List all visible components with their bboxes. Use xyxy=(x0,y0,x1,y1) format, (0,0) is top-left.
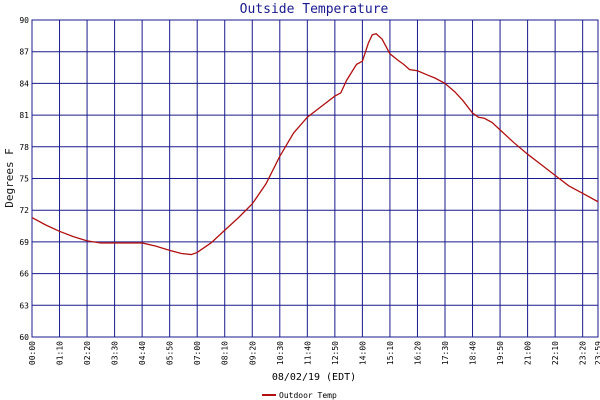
y-tick-label: 81 xyxy=(19,111,29,120)
y-tick-labels: 60 63 66 69 72 75 78 81 84 87 90 xyxy=(19,16,29,342)
x-tick-label: 23:20 xyxy=(579,341,588,365)
x-tick-label: 23:59 xyxy=(594,341,600,365)
y-tick-label: 75 xyxy=(19,175,29,184)
x-tick-label: 11:40 xyxy=(303,341,312,365)
x-tick-label: 21:00 xyxy=(524,341,533,365)
legend: Outdoor Temp xyxy=(262,391,337,400)
y-tick-label: 72 xyxy=(19,206,29,215)
y-tick-label: 66 xyxy=(19,270,29,279)
y-tick-label: 84 xyxy=(19,79,29,88)
x-tick-label: 12:50 xyxy=(331,341,340,365)
y-tick-label: 60 xyxy=(19,333,29,342)
x-axis-label: 08/02/19 (EDT) xyxy=(272,372,356,383)
x-tick-label: 22:10 xyxy=(551,341,560,365)
x-tick-label: 15:10 xyxy=(386,341,395,365)
x-tick-label: 01:10 xyxy=(56,341,65,365)
y-axis-label: Degrees F xyxy=(3,148,16,208)
x-tick-label: 19:50 xyxy=(496,341,505,365)
x-tick-label: 17:30 xyxy=(441,341,450,365)
x-tick-label: 10:30 xyxy=(276,341,285,365)
y-tick-label: 69 xyxy=(19,238,29,247)
x-tick-label: 09:20 xyxy=(248,341,257,365)
outdoor-temp-line xyxy=(31,33,599,256)
grid-lines xyxy=(31,19,599,338)
y-tick-label: 78 xyxy=(19,143,29,152)
legend-label: Outdoor Temp xyxy=(279,391,337,400)
x-tick-label: 03:30 xyxy=(111,341,120,365)
plot-area xyxy=(31,19,599,338)
x-tick-labels: 00:00 01:10 02:20 03:30 04:40 05:50 07:00 08:10… xyxy=(28,341,600,365)
x-tick-label: 04:40 xyxy=(138,341,147,365)
y-tick-label: 87 xyxy=(19,48,29,57)
chart-title: Outside Temperature xyxy=(240,2,389,17)
x-tick-label: 02:20 xyxy=(83,341,92,365)
x-tick-label: 05:50 xyxy=(166,341,175,365)
x-tick-label: 07:00 xyxy=(193,341,202,365)
y-tick-label: 90 xyxy=(19,16,29,25)
x-tick-label: 16:20 xyxy=(413,341,422,365)
y-tick-label: 63 xyxy=(19,301,29,310)
x-tick-label: 08:10 xyxy=(221,341,230,365)
x-tick-label: 18:40 xyxy=(469,341,478,365)
x-tick-label: 14:00 xyxy=(358,341,367,365)
x-tick-label: 00:00 xyxy=(28,341,37,365)
